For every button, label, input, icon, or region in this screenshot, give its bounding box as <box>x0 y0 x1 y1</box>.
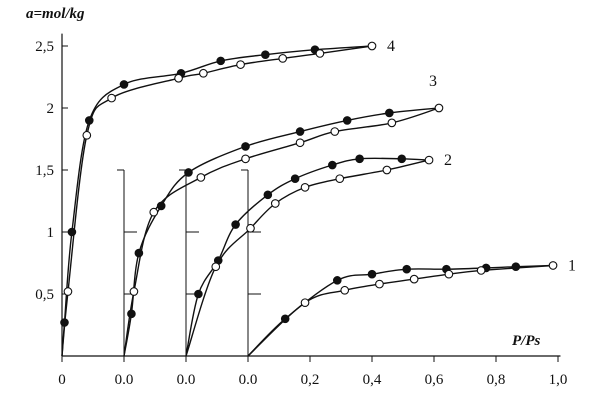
desorption-point <box>367 41 377 51</box>
adsorption-point <box>119 80 129 89</box>
adsorption-point <box>295 127 305 136</box>
adsorption-curve-2 <box>185 157 430 357</box>
x-tick-label: 0,6 <box>425 372 444 388</box>
desorption-curve-1 <box>247 264 554 357</box>
desorption-point <box>300 298 310 308</box>
axes: 0,5 1 1,5 2 2,5 0 0.0 0.0 0.0 0,2 0,4 0,6 0,8 1,0 <box>35 33 568 388</box>
desorption-point <box>387 118 397 128</box>
curve-label-3: 3 <box>429 73 437 90</box>
desorption-point <box>382 165 392 175</box>
desorption-point <box>107 93 116 103</box>
adsorption-point <box>280 314 290 324</box>
curve-label-1: 1 <box>568 257 576 274</box>
labels: a=mol/kg P/Ps 1 2 3 4 <box>26 6 576 349</box>
data-markers <box>60 41 558 327</box>
desorption-point <box>375 279 384 289</box>
adsorption-point <box>60 318 69 327</box>
desorption-point <box>409 274 419 284</box>
desorption-point <box>295 138 305 148</box>
adsorption-point <box>263 190 273 200</box>
desorption-point <box>335 174 345 184</box>
desorption-point <box>63 287 73 296</box>
adsorption-point <box>332 276 342 285</box>
y-axis-title: a=mol/kg <box>26 6 85 22</box>
adsorption-point <box>184 168 193 177</box>
x-tick-label: 0,2 <box>301 372 320 388</box>
y-tick-label: 0,5 <box>35 287 54 303</box>
adsorption-point <box>67 227 77 237</box>
adsorption-point <box>355 154 364 164</box>
desorption-point <box>129 287 139 296</box>
desorption-point <box>340 285 350 295</box>
adsorption-point <box>216 56 226 66</box>
adsorption-curve-4 <box>61 45 373 357</box>
desorption-point <box>174 73 183 83</box>
desorption-point <box>82 130 92 140</box>
adsorption-point <box>397 154 407 164</box>
adsorption-point <box>231 220 240 229</box>
adsorption-point <box>402 264 412 274</box>
x-tick-label: 1,0 <box>549 372 568 388</box>
y-tick-label: 1 <box>47 225 55 241</box>
x-tick-label: 0,8 <box>487 372 506 388</box>
x-tick-label: 0.0 <box>177 372 196 388</box>
desorption-point <box>476 266 486 275</box>
desorption-point <box>211 262 221 272</box>
adsorption-point <box>342 116 352 125</box>
desorption-point <box>270 199 280 208</box>
x-tick-label: 0.0 <box>239 372 258 388</box>
adsorption-point <box>194 289 203 299</box>
adsorption-point <box>511 262 521 272</box>
desorption-point <box>434 103 444 113</box>
adsorption-curve-3 <box>123 107 440 357</box>
adsorption-point <box>134 248 144 258</box>
desorption-point <box>246 223 255 233</box>
x-axis-title: P/Ps <box>512 333 540 349</box>
adsorption-point <box>156 201 166 211</box>
desorption-point <box>330 127 340 136</box>
adsorption-point <box>328 160 337 170</box>
desorption-point <box>199 68 208 78</box>
x-tick-label: 0.0 <box>115 372 134 388</box>
y-tick-label: 1,5 <box>35 163 54 179</box>
desorption-point <box>236 60 245 69</box>
curve-label-2: 2 <box>444 152 452 169</box>
offset-origin-axes <box>117 169 261 356</box>
curve-label-4: 4 <box>387 38 395 55</box>
adsorption-point <box>367 269 377 279</box>
adsorption-point <box>385 108 394 118</box>
y-tick-label: 2,5 <box>35 39 54 55</box>
adsorption-point <box>127 309 136 319</box>
desorption-point <box>315 49 325 58</box>
desorption-point <box>444 269 454 279</box>
desorption-point <box>196 173 206 182</box>
x-tick-label: 0,4 <box>363 372 382 388</box>
desorption-point <box>300 183 310 192</box>
adsorption-point <box>241 142 250 151</box>
desorption-point <box>424 155 434 165</box>
y-tick-label: 2 <box>47 101 55 117</box>
adsorption-point <box>290 174 300 183</box>
adsorption-curve-1 <box>247 264 554 357</box>
x-tick-label: 0 <box>58 372 66 388</box>
desorption-point <box>548 261 558 270</box>
desorption-point <box>278 54 288 63</box>
curves <box>61 45 554 357</box>
adsorption-point <box>261 50 270 59</box>
desorption-point <box>241 154 250 164</box>
adsorption-point <box>84 116 94 125</box>
desorption-point <box>149 207 159 217</box>
